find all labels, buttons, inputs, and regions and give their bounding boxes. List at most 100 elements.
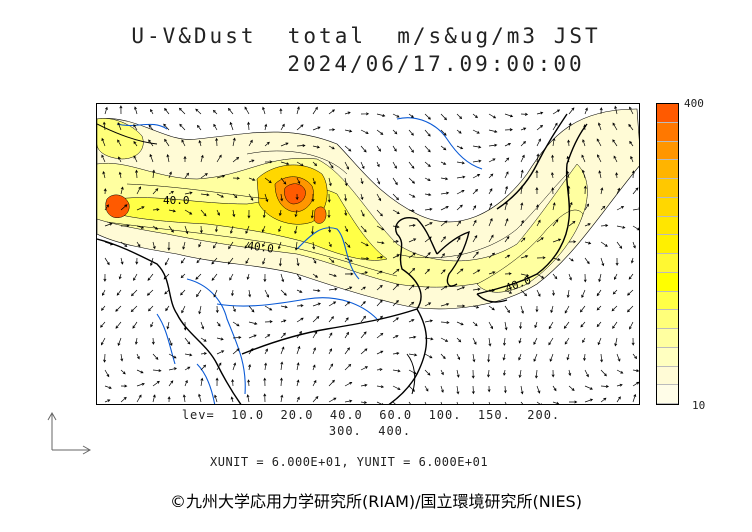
wind-arrow	[166, 153, 170, 163]
wind-arrow	[212, 109, 218, 115]
wind-arrow	[232, 156, 240, 163]
wind-arrow	[168, 337, 173, 346]
wind-arrow	[503, 385, 507, 394]
wind-arrow	[200, 193, 210, 197]
wind-arrow	[488, 401, 491, 404]
wind-arrow	[120, 241, 128, 248]
wind-arrow	[264, 305, 273, 311]
wind-arrow	[472, 205, 477, 211]
wind-arrow	[440, 129, 447, 136]
wind-arrow	[408, 193, 416, 198]
wind-arrow	[328, 161, 334, 169]
wind-arrow	[360, 315, 366, 323]
wind-arrow	[424, 337, 434, 341]
wind-arrow	[392, 335, 399, 339]
wind-arrow	[551, 369, 555, 378]
wind-arrow	[536, 385, 541, 394]
wind-arrow	[149, 257, 154, 267]
wind-arrow	[596, 321, 602, 328]
wind-arrow	[280, 273, 285, 283]
wind-arrow	[456, 385, 460, 395]
wind-arrow	[312, 315, 320, 323]
wind-arrow	[616, 225, 626, 229]
wind-arrow	[552, 137, 556, 147]
wind-arrow	[520, 185, 524, 195]
wind-arrow	[104, 222, 113, 227]
wind-arrow	[376, 284, 383, 291]
dust-map: 40.0 40.0 40.0	[96, 103, 640, 405]
colorbar-max-label: 400	[684, 97, 704, 110]
wind-arrow	[115, 305, 122, 312]
wind-arrow	[152, 369, 162, 373]
wind-arrow	[536, 204, 540, 211]
levels-line-2: 300. 400.	[328, 424, 412, 438]
wind-arrow	[328, 177, 332, 187]
wind-arrow	[612, 139, 618, 147]
wind-arrow	[262, 257, 266, 265]
wind-arrow	[360, 225, 367, 233]
wind-arrow	[328, 287, 338, 291]
wind-arrow	[551, 154, 555, 163]
wind-arrow	[344, 381, 353, 387]
wind-arrow	[520, 289, 528, 297]
wind-arrow	[626, 305, 634, 313]
wind-arrow	[195, 108, 202, 115]
wind-arrow	[328, 332, 333, 339]
wind-arrow	[328, 348, 333, 355]
wind-arrow	[549, 353, 554, 362]
wind-arrow	[101, 289, 106, 296]
wind-arrow	[597, 337, 602, 346]
wind-arrow	[616, 369, 624, 374]
wind-arrow	[424, 207, 433, 211]
wind-arrow	[344, 399, 353, 403]
wind-arrow	[632, 187, 639, 195]
wind-arrow	[504, 113, 514, 118]
wind-arrow	[200, 352, 208, 355]
wind-arrow	[248, 348, 254, 355]
wind-arrow	[440, 385, 444, 393]
dust-hotspot-west	[105, 194, 130, 218]
wind-arrow	[472, 145, 482, 149]
wind-arrow	[232, 137, 236, 147]
wind-arrow	[440, 220, 448, 227]
wind-arrow	[584, 257, 590, 265]
wind-arrow	[487, 353, 491, 363]
wind-arrow	[328, 145, 335, 150]
wind-arrow	[296, 362, 300, 371]
wind-arrow	[456, 369, 460, 378]
wind-arrow	[614, 105, 618, 115]
wind-arrow	[504, 254, 511, 259]
wind-arrow	[536, 256, 546, 260]
wind-arrow	[168, 171, 172, 179]
wind-arrow	[148, 124, 154, 131]
wind-arrow	[294, 209, 298, 218]
wind-arrow	[312, 395, 319, 403]
wind-arrow	[584, 107, 588, 115]
wind-arrow	[344, 161, 350, 170]
wind-arrow	[583, 353, 586, 362]
wind-arrow	[180, 257, 186, 264]
wind-arrow	[196, 257, 202, 264]
wind-arrow	[264, 334, 271, 339]
wind-arrow	[550, 305, 554, 314]
wind-arrow	[424, 353, 433, 359]
wind-arrow	[148, 305, 154, 312]
wind-arrow	[152, 169, 156, 179]
wind-arrow	[520, 385, 524, 395]
wind-arrow	[392, 209, 400, 214]
wind-arrow	[440, 369, 444, 376]
chart-title: U-V&Dust total m/s&ug/m3 JST	[131, 24, 601, 48]
wind-arrow	[456, 321, 464, 326]
wind-arrow	[360, 300, 366, 307]
wind-arrow	[248, 177, 256, 181]
wind-arrow	[612, 321, 618, 329]
wind-arrow	[568, 220, 576, 227]
wind-arrow	[615, 172, 619, 179]
wind-arrow	[632, 393, 637, 403]
colorbar-segment	[657, 347, 678, 367]
wind-arrow	[520, 237, 526, 243]
wind-arrow	[408, 369, 417, 375]
wind-arrow	[296, 257, 300, 267]
wind-arrow	[584, 203, 589, 211]
wind-arrow	[629, 140, 634, 147]
